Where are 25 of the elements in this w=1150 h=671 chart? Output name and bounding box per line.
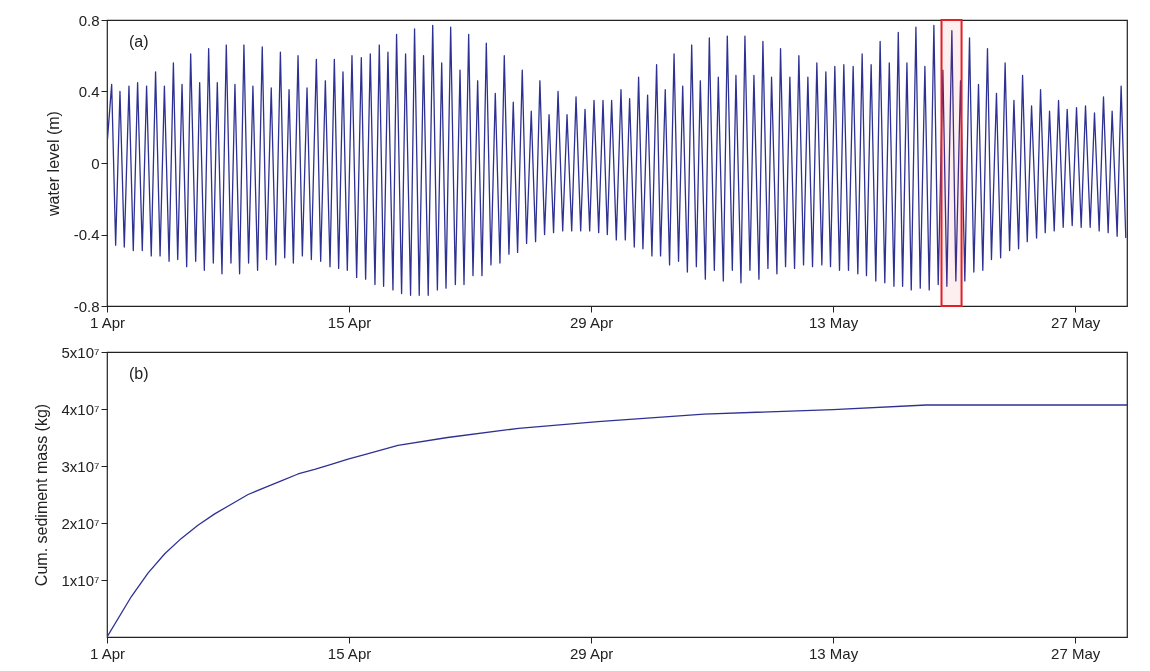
x-tick-label: 29 Apr bbox=[569, 644, 614, 662]
x-tick-label: 1 Apr bbox=[89, 644, 126, 662]
y-tick-label: -0.8 bbox=[73, 297, 100, 315]
y-tick-label: 0 bbox=[91, 154, 100, 172]
y-axis-title: Cum. sediment mass (kg) bbox=[32, 403, 50, 587]
x-tick-label: 15 Apr bbox=[327, 644, 372, 662]
y-tick-label: 0.4 bbox=[78, 83, 100, 100]
y-axis-title: water level (m) bbox=[44, 111, 62, 217]
annotation: (a) bbox=[129, 33, 149, 50]
y-tick-label: -0.4 bbox=[73, 226, 100, 243]
y-tick-label: 5x10⁷ bbox=[61, 343, 100, 361]
x-tick-label: 1 Apr bbox=[89, 313, 126, 331]
x-tick-label: 29 Apr bbox=[569, 313, 614, 331]
line-series bbox=[107, 24, 1127, 296]
x-tick-label: 27 May bbox=[1051, 313, 1101, 331]
annotation: (b) bbox=[129, 365, 149, 382]
x-tick-label: 13 May bbox=[809, 313, 859, 331]
y-tick-label: 3x10⁷ bbox=[61, 457, 100, 475]
x-tick-label: 13 May bbox=[809, 644, 859, 662]
x-tick-label: 27 May bbox=[1051, 644, 1101, 662]
y-tick-label: 1x10⁷ bbox=[61, 571, 100, 589]
y-tick-label: 0.8 bbox=[78, 11, 100, 29]
y-tick-label: 4x10⁷ bbox=[61, 400, 100, 418]
y-tick-label: 2x10⁷ bbox=[61, 514, 100, 532]
x-tick-label: 15 Apr bbox=[327, 313, 372, 331]
